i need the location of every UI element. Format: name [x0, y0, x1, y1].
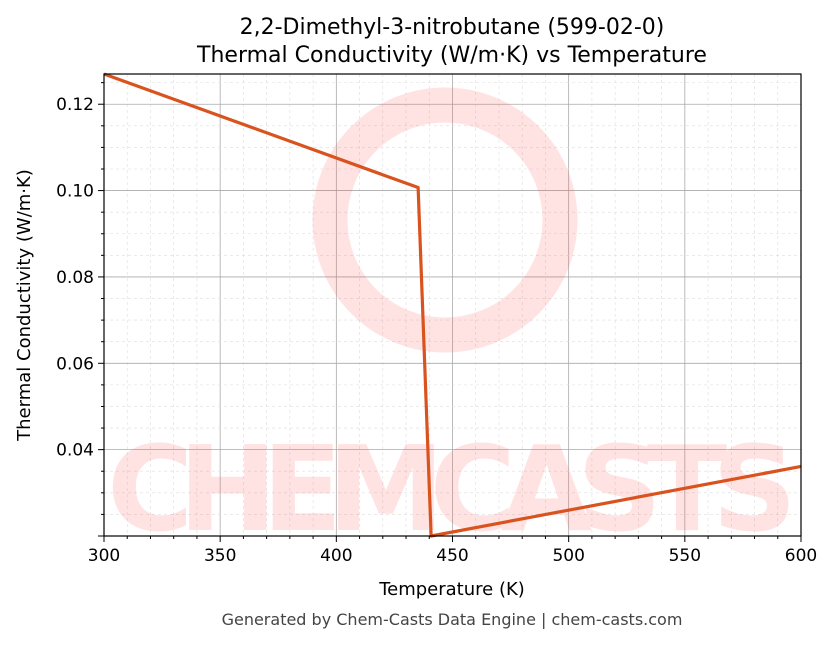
y-axis-label: Thermal Conductivity (W/m·K) [14, 169, 35, 442]
x-tick-label: 600 [785, 546, 817, 566]
ticks: 300 350 400 450 500 550 600 0.04 0.06 0.08 0.10 0.1… [56, 82, 817, 566]
chart-title: 2,2-Dimethyl-3-nitrobutane (599-02-0) [240, 15, 665, 40]
series-layer [103, 72, 802, 538]
y-tick-label: 0.04 [56, 441, 94, 461]
y-tick-label: 0.12 [56, 95, 94, 115]
x-tick-label: 400 [320, 546, 352, 566]
x-tick-label: 500 [552, 546, 584, 566]
y-tick-label: 0.10 [56, 182, 94, 202]
x-axis-label: Temperature (K) [378, 579, 525, 600]
y-tick-label: 0.06 [56, 354, 94, 374]
series-line [103, 72, 802, 538]
x-tick-label: 550 [669, 546, 701, 566]
x-tick-label: 450 [436, 546, 468, 566]
footer-text: Generated by Chem-Casts Data Engine | ch… [222, 610, 683, 629]
x-tick-label: 300 [88, 546, 120, 566]
chart-subtitle: Thermal Conductivity (W/m·K) vs Temperat… [196, 43, 707, 68]
watermark-logo [312, 87, 578, 353]
watermark: CHEMCASTS [107, 87, 797, 558]
y-tick-label: 0.08 [56, 268, 94, 288]
x-tick-label: 350 [204, 546, 236, 566]
